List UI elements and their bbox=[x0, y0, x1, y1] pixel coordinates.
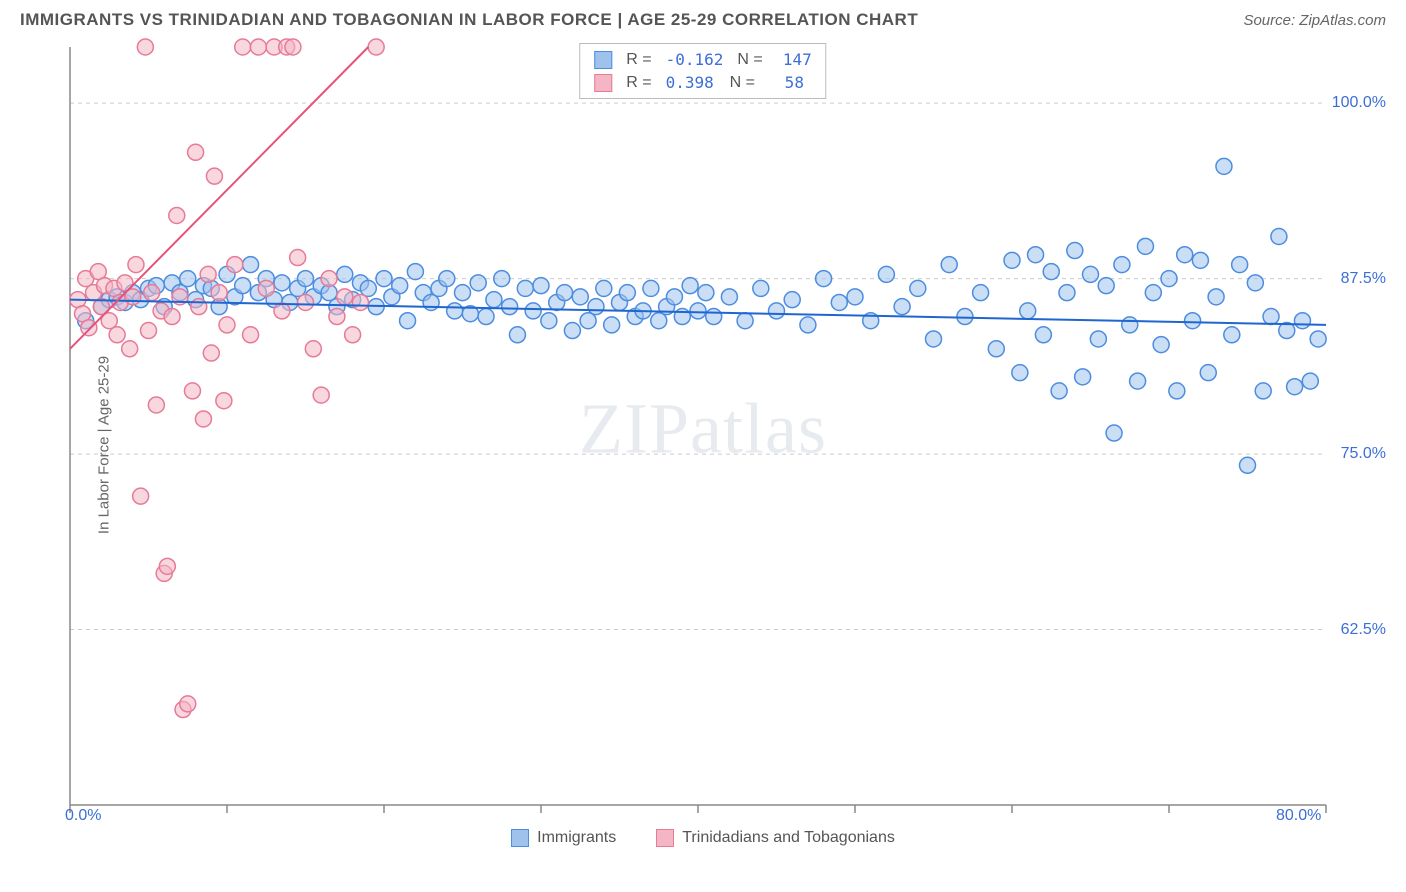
scatter-chart-svg bbox=[20, 35, 1386, 855]
chart-title: IMMIGRANTS VS TRINIDADIAN AND TOBAGONIAN… bbox=[20, 10, 918, 30]
legend-n-label: N = bbox=[730, 74, 755, 92]
series-legend-label: Immigrants bbox=[537, 829, 616, 847]
x-tick-label: 0.0% bbox=[65, 807, 101, 825]
series-legend: Immigrants Trinidadians and Tobagonians bbox=[20, 829, 1386, 847]
legend-swatch bbox=[511, 829, 529, 847]
y-axis-label: In Labor Force | Age 25-29 bbox=[96, 356, 113, 534]
y-tick-label: 100.0% bbox=[1332, 94, 1386, 112]
legend-swatch bbox=[656, 829, 674, 847]
legend-r-value: -0.162 bbox=[666, 50, 724, 69]
legend-row: R = 0.398 N = 58 bbox=[594, 71, 811, 94]
y-tick-label: 62.5% bbox=[1341, 621, 1386, 639]
x-tick-label: 80.0% bbox=[1276, 807, 1321, 825]
legend-r-label: R = bbox=[626, 51, 651, 69]
y-tick-label: 87.5% bbox=[1341, 270, 1386, 288]
legend-n-value: 58 bbox=[769, 73, 804, 92]
series-legend-item: Trinidadians and Tobagonians bbox=[656, 829, 895, 847]
legend-swatch bbox=[594, 51, 612, 69]
legend-swatch bbox=[594, 74, 612, 92]
series-legend-item: Immigrants bbox=[511, 829, 616, 847]
correlation-legend: R = -0.162 N = 147 R = 0.398 N = 58 bbox=[579, 43, 826, 99]
y-tick-label: 75.0% bbox=[1341, 445, 1386, 463]
chart-container: In Labor Force | Age 25-29 ZIPatlas R =-… bbox=[20, 35, 1386, 855]
legend-r-label: R = bbox=[626, 74, 651, 92]
legend-n-label: N = bbox=[737, 51, 762, 69]
legend-n-value: 147 bbox=[777, 50, 812, 69]
chart-source: Source: ZipAtlas.com bbox=[1243, 12, 1386, 29]
legend-r-value: 0.398 bbox=[666, 73, 716, 92]
series-legend-label: Trinidadians and Tobagonians bbox=[682, 829, 895, 847]
legend-row: R = -0.162 N = 147 bbox=[594, 48, 811, 71]
chart-header: IMMIGRANTS VS TRINIDADIAN AND TOBAGONIAN… bbox=[0, 0, 1406, 35]
